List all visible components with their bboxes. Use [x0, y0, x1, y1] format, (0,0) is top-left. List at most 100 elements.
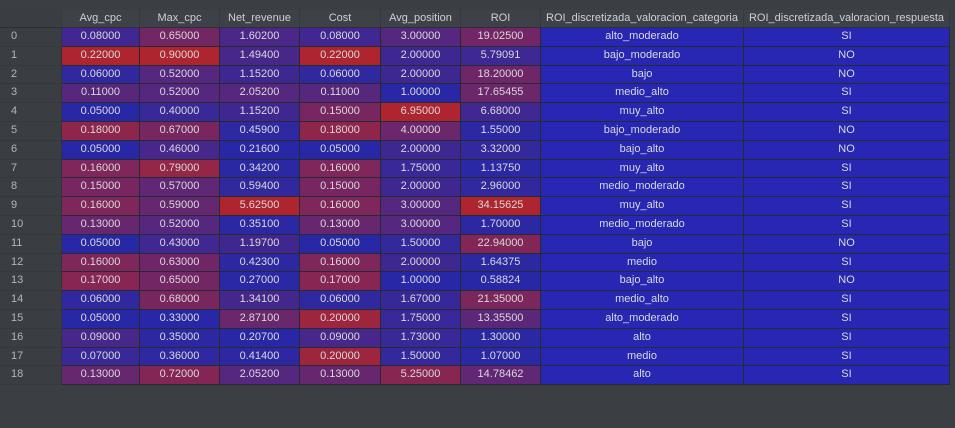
cell-cost[interactable]: 0.15000 — [300, 103, 381, 122]
cell-roi-discretizada-valoracion-respuesta[interactable]: SI — [744, 178, 950, 198]
cell-roi[interactable]: 5.79091 — [461, 46, 541, 66]
row-index[interactable]: 13 — [0, 272, 62, 292]
cell-roi-discretizada-valoracion-respuesta[interactable]: SI — [744, 103, 950, 122]
cell-cost[interactable]: 0.16000 — [300, 197, 381, 216]
cell-cost[interactable]: 0.13000 — [300, 366, 381, 386]
cell-max-cpc[interactable]: 0.65000 — [140, 272, 220, 292]
row-index[interactable]: 5 — [0, 121, 62, 141]
cell-max-cpc[interactable]: 0.65000 — [140, 28, 220, 47]
cell-max-cpc[interactable]: 0.52000 — [140, 84, 220, 104]
row-index[interactable]: 12 — [0, 253, 62, 273]
cell-avg-position[interactable]: 5.25000 — [381, 366, 461, 386]
cell-max-cpc[interactable]: 0.59000 — [140, 197, 220, 216]
cell-roi-discretizada-valoracion-categoria[interactable]: alto_moderado — [541, 28, 744, 47]
cell-roi-discretizada-valoracion-respuesta[interactable]: SI — [744, 159, 950, 179]
row-index[interactable]: 4 — [0, 103, 62, 122]
cell-net-revenue[interactable]: 2.05200 — [220, 366, 300, 386]
cell-roi-discretizada-valoracion-respuesta[interactable]: SI — [744, 215, 950, 235]
cell-avg-cpc[interactable]: 0.05000 — [62, 140, 140, 160]
row-index[interactable]: 17 — [0, 347, 62, 367]
cell-avg-position[interactable]: 6.95000 — [381, 103, 461, 122]
cell-cost[interactable]: 0.20000 — [300, 347, 381, 367]
cell-roi-discretizada-valoracion-categoria[interactable]: bajo_alto — [541, 272, 744, 292]
cell-roi-discretizada-valoracion-categoria[interactable]: bajo_moderado — [541, 46, 744, 66]
cell-roi[interactable]: 19.02500 — [461, 28, 541, 47]
cell-net-revenue[interactable]: 0.35100 — [220, 215, 300, 235]
column-header-max-cpc[interactable]: Max_cpc — [140, 10, 220, 27]
cell-cost[interactable]: 0.05000 — [300, 234, 381, 254]
cell-roi-discretizada-valoracion-respuesta[interactable]: SI — [744, 309, 950, 329]
cell-avg-position[interactable]: 1.75000 — [381, 309, 461, 329]
cell-avg-position[interactable]: 1.75000 — [381, 159, 461, 179]
cell-roi[interactable]: 18.20000 — [461, 65, 541, 85]
cell-roi-discretizada-valoracion-respuesta[interactable]: SI — [744, 328, 950, 348]
cell-max-cpc[interactable]: 0.72000 — [140, 366, 220, 386]
cell-net-revenue[interactable]: 5.62500 — [220, 197, 300, 216]
cell-roi-discretizada-valoracion-respuesta[interactable]: SI — [744, 84, 950, 104]
cell-avg-cpc[interactable]: 0.09000 — [62, 328, 140, 348]
cell-roi[interactable]: 1.70000 — [461, 215, 541, 235]
cell-max-cpc[interactable]: 0.57000 — [140, 178, 220, 198]
cell-roi-discretizada-valoracion-categoria[interactable]: muy_alto — [541, 159, 744, 179]
cell-cost[interactable]: 0.05000 — [300, 140, 381, 160]
cell-cost[interactable]: 0.18000 — [300, 121, 381, 141]
row-index[interactable]: 3 — [0, 84, 62, 104]
cell-roi-discretizada-valoracion-categoria[interactable]: bajo_moderado — [541, 121, 744, 141]
cell-roi-discretizada-valoracion-respuesta[interactable]: NO — [744, 140, 950, 160]
cell-roi-discretizada-valoracion-respuesta[interactable]: SI — [744, 197, 950, 216]
cell-max-cpc[interactable]: 0.79000 — [140, 159, 220, 179]
cell-roi[interactable]: 6.68000 — [461, 103, 541, 122]
cell-avg-cpc[interactable]: 0.05000 — [62, 309, 140, 329]
cell-net-revenue[interactable]: 1.60200 — [220, 28, 300, 47]
cell-avg-cpc[interactable]: 0.13000 — [62, 366, 140, 386]
row-index[interactable]: 15 — [0, 309, 62, 329]
cell-max-cpc[interactable]: 0.36000 — [140, 347, 220, 367]
cell-avg-cpc[interactable]: 0.05000 — [62, 234, 140, 254]
cell-cost[interactable]: 0.06000 — [300, 291, 381, 310]
row-index[interactable]: 10 — [0, 215, 62, 235]
cell-roi[interactable]: 1.55000 — [461, 121, 541, 141]
cell-net-revenue[interactable]: 0.20700 — [220, 328, 300, 348]
cell-cost[interactable]: 0.16000 — [300, 253, 381, 273]
cell-cost[interactable]: 0.20000 — [300, 309, 381, 329]
column-header-avg-position[interactable]: Avg_position — [381, 10, 461, 27]
cell-net-revenue[interactable]: 1.19700 — [220, 234, 300, 254]
cell-cost[interactable]: 0.22000 — [300, 46, 381, 66]
cell-avg-position[interactable]: 1.00000 — [381, 272, 461, 292]
cell-avg-cpc[interactable]: 0.16000 — [62, 197, 140, 216]
cell-roi-discretizada-valoracion-categoria[interactable]: medio_alto — [541, 291, 744, 310]
cell-avg-position[interactable]: 3.00000 — [381, 28, 461, 47]
row-index[interactable]: 18 — [0, 366, 62, 386]
cell-avg-cpc[interactable]: 0.16000 — [62, 159, 140, 179]
row-index[interactable]: 14 — [0, 291, 62, 310]
cell-roi-discretizada-valoracion-categoria[interactable]: alto — [541, 366, 744, 386]
cell-roi-discretizada-valoracion-respuesta[interactable]: SI — [744, 347, 950, 367]
cell-roi-discretizada-valoracion-categoria[interactable]: medio — [541, 253, 744, 273]
cell-net-revenue[interactable]: 1.15200 — [220, 65, 300, 85]
cell-roi-discretizada-valoracion-respuesta[interactable]: NO — [744, 46, 950, 66]
row-index[interactable]: 7 — [0, 159, 62, 179]
cell-avg-cpc[interactable]: 0.08000 — [62, 28, 140, 47]
cell-max-cpc[interactable]: 0.40000 — [140, 103, 220, 122]
cell-avg-position[interactable]: 3.00000 — [381, 197, 461, 216]
cell-max-cpc[interactable]: 0.52000 — [140, 65, 220, 85]
column-header-net-revenue[interactable]: Net_revenue — [220, 10, 300, 27]
cell-max-cpc[interactable]: 0.67000 — [140, 121, 220, 141]
column-header-roi-categoria[interactable]: ROI_discretizada_valoracion_categoria — [541, 10, 744, 27]
cell-max-cpc[interactable]: 0.46000 — [140, 140, 220, 160]
cell-net-revenue[interactable]: 0.45900 — [220, 121, 300, 141]
cell-roi-discretizada-valoracion-categoria[interactable]: bajo — [541, 234, 744, 254]
cell-avg-position[interactable]: 1.50000 — [381, 347, 461, 367]
cell-avg-position[interactable]: 2.00000 — [381, 178, 461, 198]
cell-avg-position[interactable]: 2.00000 — [381, 253, 461, 273]
cell-roi-discretizada-valoracion-respuesta[interactable]: NO — [744, 65, 950, 85]
cell-roi-discretizada-valoracion-categoria[interactable]: alto_moderado — [541, 309, 744, 329]
cell-roi-discretizada-valoracion-respuesta[interactable]: SI — [744, 291, 950, 310]
cell-max-cpc[interactable]: 0.52000 — [140, 215, 220, 235]
column-header-cost[interactable]: Cost — [300, 10, 381, 27]
cell-roi-discretizada-valoracion-categoria[interactable]: bajo — [541, 65, 744, 85]
cell-net-revenue[interactable]: 0.21600 — [220, 140, 300, 160]
row-index[interactable]: 16 — [0, 328, 62, 348]
column-header-avg-cpc[interactable]: Avg_cpc — [62, 10, 140, 27]
cell-avg-cpc[interactable]: 0.15000 — [62, 178, 140, 198]
